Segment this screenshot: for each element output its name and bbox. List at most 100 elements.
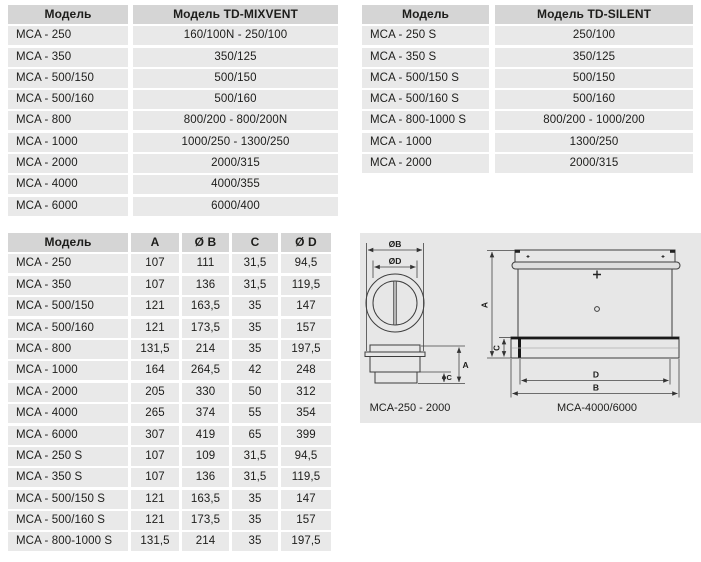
- model-cell: MCA - 500/150 S: [362, 68, 489, 88]
- d-dimension-label: D: [593, 370, 599, 380]
- column-header: Ø D: [281, 233, 331, 252]
- value-cell: 35: [232, 318, 278, 338]
- value-cell: 197,5: [281, 339, 331, 359]
- value-cell: 248: [281, 361, 331, 381]
- value-cell: 173,5: [182, 511, 229, 531]
- value-cell: 131,5: [131, 532, 179, 552]
- profile-neck: [369, 344, 421, 353]
- model-cell: MCA - 1000: [8, 132, 128, 152]
- value-cell: 136: [182, 275, 229, 295]
- value-cell: 35: [232, 489, 278, 509]
- value-cell: 35: [232, 511, 278, 531]
- value-cell: 35: [232, 339, 278, 359]
- column-header: C: [232, 233, 278, 252]
- value-cell: 173,5: [182, 318, 229, 338]
- column-header: Модель: [362, 5, 489, 24]
- bead-rail: [511, 261, 681, 270]
- model-cell: MCA - 250: [8, 254, 128, 274]
- screw-mark-icon: [526, 255, 530, 258]
- model-cell: MCA - 1000: [362, 132, 489, 152]
- model-cell: MCA - 2000: [8, 382, 128, 402]
- value-cell: 157: [281, 318, 331, 338]
- column-header: Модель: [8, 5, 128, 24]
- value-cell: 197,5: [281, 532, 331, 552]
- model-cell: MCA - 6000: [8, 425, 128, 445]
- value-cell: 350/125: [133, 47, 338, 67]
- model-cell: MCA - 350: [8, 275, 128, 295]
- value-cell: 131,5: [131, 339, 179, 359]
- value-cell: 147: [281, 297, 331, 317]
- mixvent-models-table: Модель Модель TD-MIXVENT MCA - 250 160/100N…: [8, 5, 338, 216]
- cross-mark-icon: [593, 270, 601, 279]
- model-cell: MCA - 350: [8, 47, 128, 67]
- model-cell: MCA - 4000: [8, 404, 128, 424]
- screw-mark-icon: [661, 255, 665, 258]
- model-cell: MCA - 800-1000 S: [362, 111, 489, 131]
- model-cell: MCA - 800-1000 S: [8, 532, 128, 552]
- value-cell: 250/100: [495, 26, 693, 46]
- value-cell: 350/125: [495, 47, 693, 67]
- model-cell: MCA - 350 S: [8, 468, 128, 488]
- value-cell: 164: [131, 361, 179, 381]
- technical-drawing-panel: ØB ØD A: [360, 233, 701, 423]
- model-cell: MCA - 250 S: [362, 26, 489, 46]
- value-cell: 31,5: [232, 446, 278, 466]
- b-dimension-label: B: [593, 383, 599, 393]
- round-damper-drawing: ØB ØD A: [364, 239, 469, 414]
- flange-corner-mark: [515, 250, 520, 253]
- value-cell: 107: [131, 254, 179, 274]
- value-cell: 354: [281, 404, 331, 424]
- value-cell: 163,5: [182, 489, 229, 509]
- value-cell: 330: [182, 382, 229, 402]
- value-cell: 147: [281, 489, 331, 509]
- column-header: Модель TD-SILENT: [495, 5, 693, 24]
- value-cell: 121: [131, 297, 179, 317]
- value-cell: 500/150: [495, 68, 693, 88]
- model-cell: MCA - 1000: [8, 361, 128, 381]
- value-cell: 312: [281, 382, 331, 402]
- model-cell: MCA - 500/150: [8, 297, 128, 317]
- model-cell: MCA - 800: [8, 339, 128, 359]
- rectangular-unit-drawing: A C: [480, 249, 681, 414]
- value-cell: 94,5: [281, 446, 331, 466]
- value-cell: 1000/250 - 1300/250: [133, 132, 338, 152]
- model-cell: MCA - 500/160: [8, 318, 128, 338]
- value-cell: 94,5: [281, 254, 331, 274]
- model-cell: MCA - 250: [8, 26, 128, 46]
- value-cell: 800/200 - 1000/200: [495, 111, 693, 131]
- column-header: A: [131, 233, 179, 252]
- model-cell: MCA - 350 S: [362, 47, 489, 67]
- value-cell: 500/160: [133, 90, 338, 110]
- value-cell: 157: [281, 511, 331, 531]
- value-cell: 107: [131, 446, 179, 466]
- value-cell: 264,5: [182, 361, 229, 381]
- model-cell: MCA - 500/160: [8, 90, 128, 110]
- value-cell: 65: [232, 425, 278, 445]
- hole-mark-icon: [594, 306, 600, 312]
- value-cell: 42: [232, 361, 278, 381]
- column-header: Модель TD-MIXVENT: [133, 5, 338, 24]
- profile-body: [369, 356, 421, 373]
- diameter-b-label: ØB: [389, 239, 402, 249]
- value-cell: 31,5: [232, 254, 278, 274]
- value-cell: 121: [131, 318, 179, 338]
- value-cell: 121: [131, 489, 179, 509]
- value-cell: 2000/315: [495, 154, 693, 174]
- column-header: Модель: [8, 233, 128, 252]
- model-cell: MCA - 500/150: [8, 68, 128, 88]
- value-cell: 307: [131, 425, 179, 445]
- value-cell: 2000/315: [133, 154, 338, 174]
- value-cell: 107: [131, 468, 179, 488]
- flange-corner-mark: [670, 250, 675, 253]
- value-cell: 205: [131, 382, 179, 402]
- value-cell: 109: [182, 446, 229, 466]
- model-cell: MCA - 250 S: [8, 446, 128, 466]
- value-cell: 6000/400: [133, 196, 338, 216]
- profile-flange: [364, 351, 426, 357]
- model-cell: MCA - 500/150 S: [8, 489, 128, 509]
- model-cell: MCA - 2000: [8, 154, 128, 174]
- value-cell: 50: [232, 382, 278, 402]
- c-dimension-label: C: [447, 373, 453, 382]
- model-cell: MCA - 500/160 S: [8, 511, 128, 531]
